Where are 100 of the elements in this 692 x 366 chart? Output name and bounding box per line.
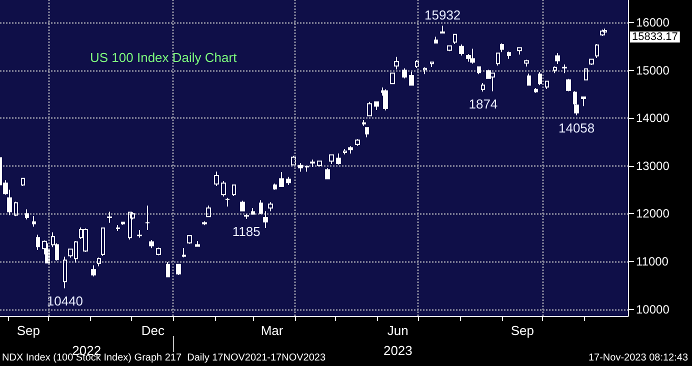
candlestick: [83, 228, 88, 252]
candlestick: [430, 61, 434, 68]
candlestick: [137, 229, 142, 238]
y-tick-label: 14000: [636, 111, 670, 126]
candlestick: [128, 211, 132, 240]
annotation: 1874: [468, 96, 498, 112]
candlestick: [538, 72, 542, 86]
candlestick: [232, 184, 236, 197]
candlestick: [383, 88, 388, 111]
x-tick-label: Sep: [510, 323, 534, 338]
candlestick: [32, 216, 36, 228]
candlestick: [329, 154, 334, 164]
annotation: 15932: [424, 8, 461, 23]
candlestick: [21, 177, 25, 186]
candlestick: [390, 72, 395, 85]
candlestick: [116, 224, 120, 232]
x2-tick-label: 2023: [383, 343, 412, 358]
x-tick-label: Mar: [260, 323, 284, 338]
candlestick: [453, 33, 457, 44]
annotation: 14058: [558, 120, 595, 136]
y-tick-label: 16000: [636, 15, 670, 30]
candlestick: [14, 201, 18, 217]
candlestick: [362, 119, 366, 126]
candlestick: [336, 152, 341, 165]
candlestick: [145, 205, 150, 230]
annotation: 15833.17: [632, 30, 678, 43]
candlestick: [459, 44, 464, 56]
candlestick: [496, 52, 500, 66]
candlestick: [286, 176, 291, 186]
candlestick: [251, 207, 255, 216]
candlestick: [589, 58, 594, 66]
candlestick: [348, 146, 353, 154]
candlestick: [268, 202, 273, 212]
candlestick: [423, 66, 427, 75]
x-tick-label: Jun: [387, 323, 408, 338]
candlestick: [25, 208, 29, 220]
y-tick-label: 12000: [636, 206, 670, 221]
candlestick: [206, 205, 211, 218]
x-tick-label: Sep: [16, 323, 40, 338]
candlestick: [566, 78, 571, 92]
candlestick: [107, 211, 112, 224]
candlestick: [527, 73, 531, 86]
candlestick: [343, 148, 347, 155]
text: US 100 Index Daily Chart: [90, 50, 238, 65]
x-tick-label: Dec: [141, 323, 165, 338]
candlestick: [263, 210, 268, 229]
candlestick: [584, 68, 588, 81]
candlestick: [156, 247, 161, 256]
candlestick: [240, 200, 245, 212]
candlestick: [97, 257, 101, 267]
candlestick: [202, 220, 207, 226]
candlestick: [562, 64, 567, 74]
candlestick: [63, 256, 67, 289]
candlestick: [365, 126, 369, 138]
candlestick: [507, 51, 511, 60]
candlestick: [182, 248, 186, 258]
candlestick: [214, 171, 219, 186]
candlestick: [490, 72, 495, 92]
candlestick: [600, 29, 605, 36]
candlestick: [553, 66, 557, 74]
text: 17-Nov-2023 08:12:43: [588, 352, 688, 364]
candlestick: [355, 138, 360, 146]
candlestick: [298, 162, 303, 172]
candlestick: [402, 68, 407, 79]
candlestick: [415, 60, 419, 68]
candlestick: [603, 28, 607, 35]
candlestick: [447, 44, 452, 52]
y-tick-label: 13000: [636, 158, 670, 173]
candlestick: [440, 25, 445, 34]
candlestick: [367, 101, 372, 117]
candlestick: [517, 46, 522, 55]
candlestick: [36, 234, 40, 251]
candlestick: [581, 96, 586, 107]
candlestick: [291, 155, 296, 166]
candlestick: [225, 197, 230, 208]
candlestick: [394, 56, 399, 70]
candlestick: [545, 80, 549, 90]
candlestick: [279, 172, 284, 188]
candlestick: [555, 52, 560, 65]
y-tick-label: 10000: [636, 302, 670, 316]
candlestick: [195, 240, 200, 248]
candlestick: [310, 159, 315, 168]
annotation: 1185: [232, 224, 260, 239]
y-tick-label: 15000: [636, 63, 670, 78]
candlestick: [259, 200, 263, 215]
candlestick: [187, 234, 192, 244]
y-tick-label: 11000: [636, 254, 669, 268]
candlestick: [166, 261, 170, 278]
candlestick: [176, 263, 181, 276]
candlestick: [317, 160, 322, 167]
candlestick: [91, 264, 96, 277]
candlestick: [477, 66, 481, 75]
candlestick: [101, 227, 105, 256]
candlestick: [374, 100, 379, 110]
candlestick: [470, 48, 475, 64]
candlestick: [524, 59, 529, 67]
candlestick: [149, 239, 154, 249]
candlestick: [595, 43, 599, 58]
candlestick: [244, 214, 249, 220]
candlestick: [273, 183, 277, 190]
